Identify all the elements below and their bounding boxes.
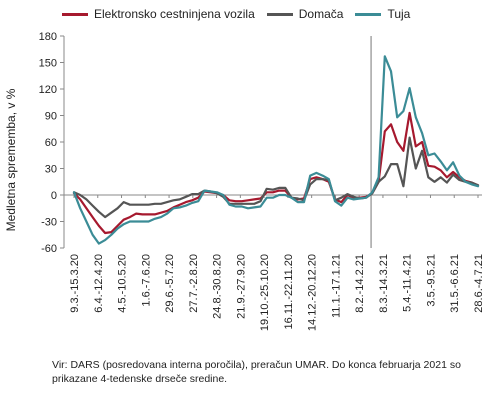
x-tick-label: 16.11.-22.11.20 <box>283 254 295 329</box>
y-axis-label: Medletna sprememba, v % <box>4 88 18 231</box>
x-tick-label: 8.2.-14.2.21 <box>354 254 366 313</box>
series-lines <box>72 55 480 245</box>
legend: Elektronsko cestninjena vozila Domača Tu… <box>62 4 410 24</box>
y-tick-label: -30 <box>41 217 57 229</box>
x-tick-label: 8.3.-14.3.21 <box>378 254 390 313</box>
y-tick-label: 90 <box>45 111 57 123</box>
legend-swatch-domaca <box>266 12 293 16</box>
legend-label-elektronsko: Elektronsko cestninjena vozila <box>94 7 255 21</box>
y-tick-label: 60 <box>45 137 57 149</box>
x-tick-label: 31.5.-6.6.21 <box>449 254 461 313</box>
x-tick-label: 14.12.-20.12.20 <box>307 254 319 331</box>
x-tick-label: 5.4.-11.4.21 <box>402 254 414 312</box>
y-tick-label: 30 <box>45 164 57 176</box>
x-tick-label: 3.5.-9.5.21 <box>425 254 437 307</box>
x-tick-label: 21.9.-27.9.20 <box>235 254 247 319</box>
source-note: Vir: DARS (posredovana interna poročila)… <box>52 359 461 385</box>
series-line-tuja <box>72 55 480 245</box>
x-tick-label: 29.6.-5.7.20 <box>164 254 176 313</box>
legend-label-domaca: Domača <box>298 7 344 21</box>
series-line-domaca <box>72 136 480 219</box>
x-tick-label: 9.3.-15.3.20 <box>69 254 81 313</box>
axes: -60 -30 0 30 60 90 120 150 180 9.3.-15.3.20 6.4.-1… <box>39 31 485 331</box>
legend-item-domaca: Domača <box>266 7 344 21</box>
y-tick-label: 0 <box>51 190 57 202</box>
y-tick-label: 120 <box>39 84 57 96</box>
legend-item-elektronsko: Elektronsko cestninjena vozila <box>62 7 255 21</box>
x-tick-label: 11.1.-17.1.21 <box>330 254 342 318</box>
x-tick-label: 1.6.-7.6.20 <box>140 254 152 307</box>
y-tick-label: 150 <box>39 58 57 70</box>
y-tick-label: -60 <box>41 243 57 255</box>
x-tick-label: 24.8.-30.8.20 <box>212 254 224 319</box>
y-tick-label: 180 <box>39 31 57 43</box>
series-line-elektronsko <box>72 111 480 235</box>
x-tick-label: 6.4.-12.4.20 <box>93 254 105 313</box>
legend-swatch-elektronsko <box>62 12 88 16</box>
legend-item-tuja: Tuja <box>355 7 410 21</box>
legend-label-tuja: Tuja <box>387 7 411 21</box>
legend-swatch-tuja <box>355 12 382 16</box>
x-tick-label: 28.6.-4.7.21 <box>473 254 485 313</box>
x-tick-label: 19.10.-25.10.20 <box>259 254 271 331</box>
x-tick-label: 27.7.-2.8.20 <box>188 254 200 313</box>
x-tick-label: 4.5.-10.5.20 <box>117 254 129 313</box>
